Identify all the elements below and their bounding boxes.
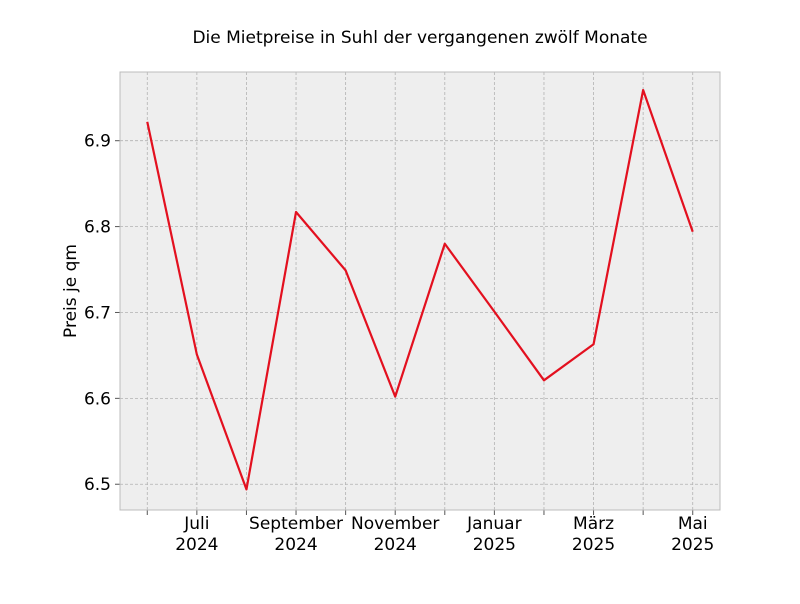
x-tick-label: Mai	[678, 514, 708, 534]
plot-frame	[119, 71, 721, 511]
x-tick-label: 2024	[274, 535, 317, 555]
x-tick-label: 2025	[473, 535, 516, 555]
x-tick-label: September	[249, 514, 343, 534]
y-tick-label: 6.7	[84, 303, 111, 323]
x-tick-label: März	[573, 514, 614, 534]
grid	[120, 72, 720, 510]
y-tick-label: 6.5	[84, 475, 111, 495]
x-tick-label: Januar	[466, 514, 521, 534]
y-axis-label: Preis je qm	[61, 244, 81, 338]
x-tick-label: 2024	[175, 535, 218, 555]
axis-ticks: 6.56.66.76.86.9Juli2024September2024Nove…	[84, 132, 714, 555]
plot-area	[119, 71, 721, 511]
y-tick-label: 6.8	[84, 218, 111, 238]
chart-title: Die Mietpreise in Suhl der vergangenen z…	[192, 28, 647, 48]
x-tick-label: 2025	[671, 535, 714, 555]
x-tick-label: November	[351, 514, 439, 534]
x-tick-label: 2024	[374, 535, 417, 555]
series-layer	[146, 88, 694, 491]
y-tick-label: 6.9	[84, 132, 111, 152]
x-tick-label: 2025	[572, 535, 615, 555]
y-tick-label: 6.6	[84, 389, 111, 409]
series-line	[146, 88, 694, 491]
x-tick-label: Juli	[183, 514, 209, 534]
